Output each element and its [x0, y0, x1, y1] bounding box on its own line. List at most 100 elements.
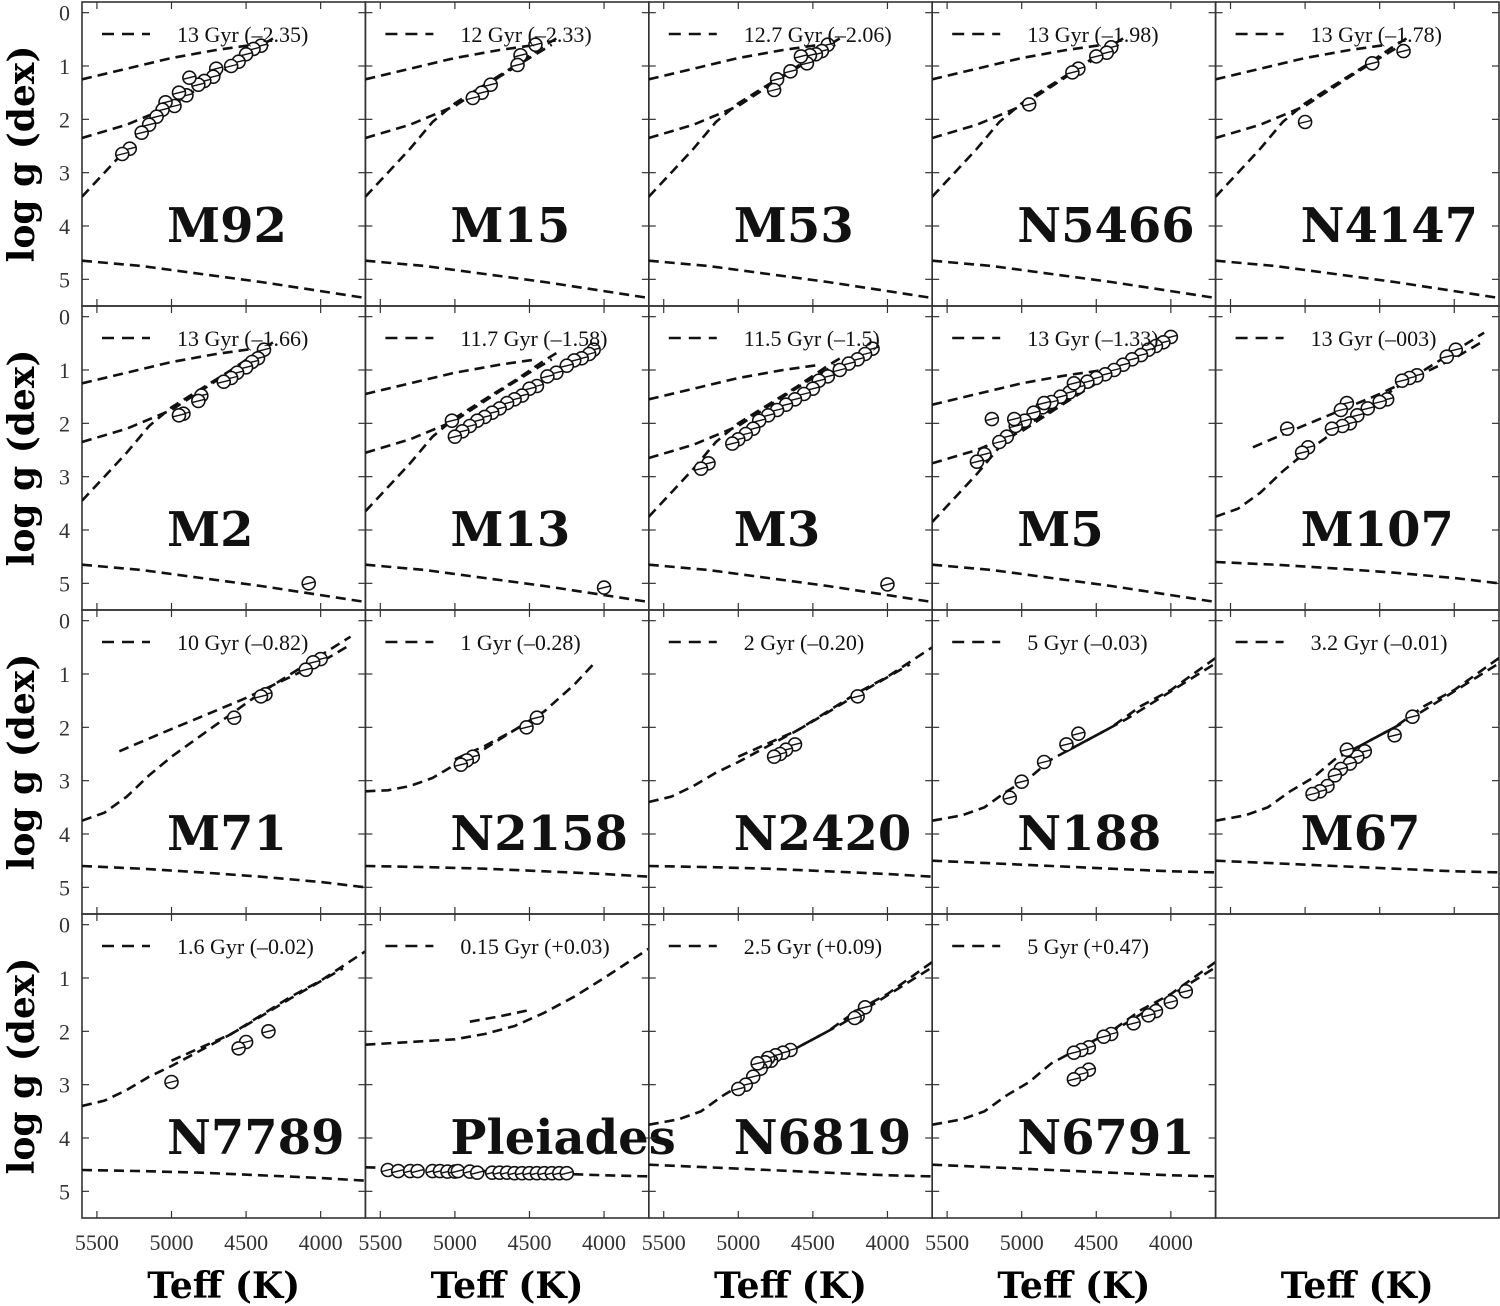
star-point [164, 1074, 179, 1090]
x-tick-label: 4000 [582, 1230, 626, 1255]
panel-frame [931, 913, 1217, 1219]
star-point [1333, 402, 1349, 418]
plot-area [1215, 35, 1499, 300]
star-point [1439, 349, 1455, 364]
isochrone-line [170, 967, 344, 1062]
panel-frame [931, 1, 1217, 307]
star-point [253, 689, 269, 704]
y-axis-labels: log g (dex) log g (dex) log g (dex) log g (… [1, 46, 43, 1175]
star-point [1036, 754, 1052, 770]
star-point [880, 577, 895, 592]
isochrone-line [82, 950, 366, 1108]
y-tick-label: 5 [59, 571, 70, 596]
panel: 5500 5000 4500 4000 0.15 Gyr (+0.03) Pleiades [358, 913, 676, 1255]
cluster-name: Pleiades [450, 1110, 675, 1166]
isochrone-line [365, 358, 538, 396]
plot-area [932, 35, 1216, 300]
plot-area [648, 341, 933, 604]
legend-label: 2.5 Gyr (+0.09) [744, 934, 882, 959]
star-point [693, 461, 709, 476]
isochrone-line [1215, 560, 1499, 585]
isochrone-line [365, 659, 598, 793]
star-point [231, 1041, 246, 1056]
isochrone-line [648, 43, 821, 81]
panel: 11.5 Gyr (–1.5) M3 [647, 305, 933, 611]
star-point [182, 70, 197, 86]
cluster-name: M15 [450, 198, 570, 254]
y-tick-label: 3 [59, 769, 70, 794]
isochrone-line [82, 563, 366, 604]
star-point [969, 454, 985, 470]
x-tick-label: 4500 [224, 1230, 268, 1255]
panel-frame [647, 1, 933, 307]
y-tick-label: 4 [59, 214, 70, 239]
plot-area [365, 342, 649, 604]
x-tick-label: 5500 [358, 1230, 402, 1255]
y-tick-label: 3 [59, 1073, 70, 1098]
panel: 13 Gyr (–1.78) N4147 [1214, 1, 1500, 307]
star-point [783, 64, 798, 79]
plot-area [365, 947, 649, 1181]
panel: 13 Gyr (–1.98) N5466 [931, 1, 1217, 307]
isochrone-line [1349, 662, 1499, 753]
star-point [510, 57, 525, 73]
star-point [1002, 790, 1018, 806]
panel-frame [364, 1, 650, 307]
star-point [540, 369, 555, 384]
legend-label: 0.15 Gyr (+0.03) [460, 934, 609, 959]
panel-frame [1214, 1, 1500, 307]
plot-area [82, 35, 366, 300]
isochrone-line [1215, 259, 1499, 300]
star-point [1036, 395, 1052, 411]
y-tick-label: 4 [59, 822, 70, 847]
star-point [1327, 768, 1343, 783]
star-point [1305, 786, 1320, 802]
star-point [984, 411, 1000, 427]
panel-frame [81, 305, 367, 611]
isochrone-line [648, 646, 933, 804]
isochrone-line [469, 1008, 530, 1023]
cluster-name: N188 [1017, 806, 1161, 862]
isochrone-line [648, 363, 821, 401]
star-point [528, 37, 543, 52]
panel-frame [1214, 913, 1500, 1219]
y-tick-label: 0 [59, 1, 70, 26]
cluster-name: N2158 [450, 806, 627, 862]
plot-area [648, 960, 933, 1178]
legend-label: 13 Gyr (–1.78) [1311, 22, 1442, 47]
cluster-name: M107 [1301, 502, 1454, 558]
y-tick-label: 2 [59, 107, 70, 132]
panel-frame [647, 609, 933, 915]
isochrone-line [82, 43, 254, 81]
y-tick-label: 0 [59, 913, 70, 938]
panel: 5500 5000 4500 4000 2.5 Gyr (+0.09) N6819 [642, 913, 933, 1255]
isochrone-line [932, 368, 1120, 465]
star-point [1021, 97, 1037, 112]
star-point [410, 1163, 425, 1179]
star-point [750, 1056, 765, 1071]
y-tick-label: 4 [59, 518, 70, 543]
x-axis-label: Teff (K) [714, 1265, 867, 1306]
y-axis-label: log g (dex) [1, 958, 43, 1175]
y-tick-label: 5 [59, 1179, 70, 1204]
isochrone-line [932, 656, 1216, 822]
isochrone-line [932, 368, 1104, 406]
star-point [1065, 65, 1080, 80]
plot-area [82, 950, 366, 1182]
isochrone-line [365, 43, 538, 81]
isochrone-line [932, 859, 1216, 874]
star-point [1387, 728, 1402, 743]
panel: 0 1 2 3 4 5 5500 5000 4500 4000 1.6 Gyr (–0.02) N77… [59, 913, 367, 1255]
x-tick-label: 4500 [507, 1230, 551, 1255]
isochrone-line [648, 563, 933, 604]
panel: 13 Gyr (–003) M107 [1214, 305, 1500, 611]
legend-label: 11.7 Gyr (–1.58) [460, 326, 607, 351]
cluster-name: N2420 [734, 806, 911, 862]
star-point [1088, 49, 1104, 64]
isochrone-line [82, 43, 270, 140]
legend-label: 3.2 Gyr (–0.01) [1311, 630, 1448, 655]
x-axis-label: Teff (K) [1281, 1265, 1434, 1306]
plot-area [82, 635, 366, 889]
star-point [1405, 709, 1420, 724]
star-point [992, 434, 1007, 450]
